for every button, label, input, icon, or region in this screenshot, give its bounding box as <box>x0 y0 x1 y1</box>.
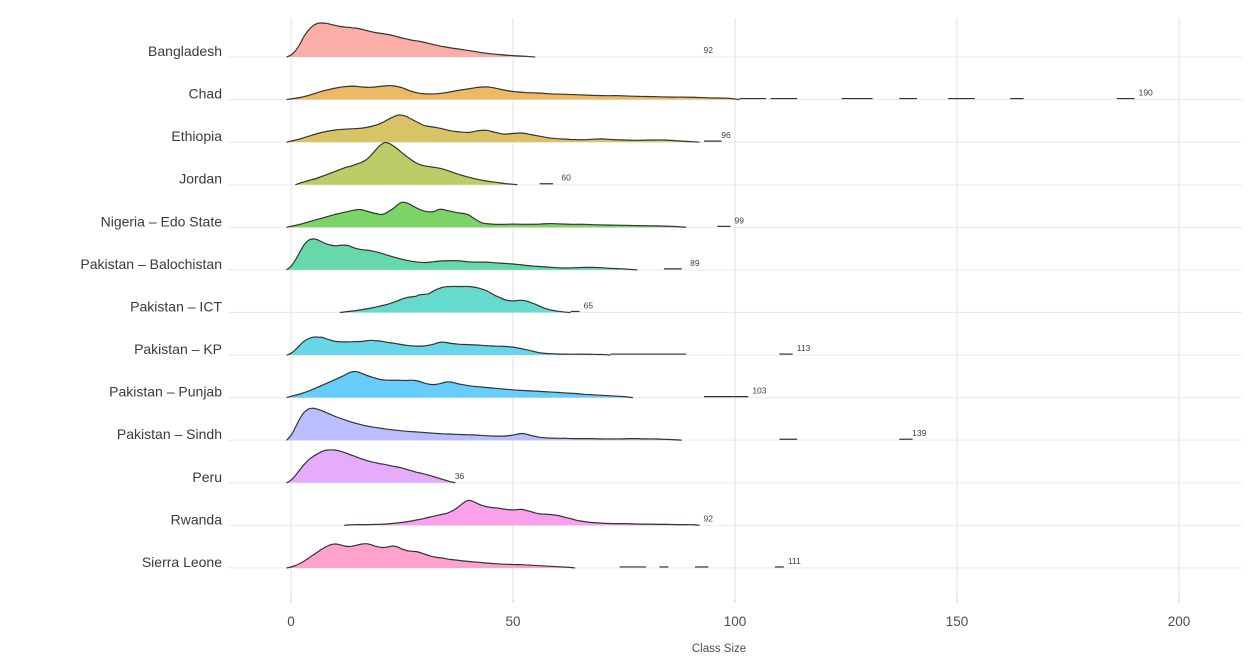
density-outline <box>286 201 687 228</box>
max-value-annotation: 103 <box>752 386 766 396</box>
density-outline <box>286 238 638 271</box>
density-area <box>286 114 700 143</box>
density-outline <box>286 114 700 143</box>
density-area <box>286 408 682 441</box>
max-value-annotation: 60 <box>561 173 571 183</box>
x-tick-label: 0 <box>287 614 295 629</box>
category-label: Ethiopia <box>171 128 222 144</box>
category-label: Nigeria – Edo State <box>101 213 223 229</box>
category-label: Pakistan – Sindh <box>117 426 222 442</box>
category-label: Sierra Leone <box>142 554 222 570</box>
category-label: Jordan <box>179 171 222 187</box>
density-outline <box>295 141 518 186</box>
density-outline <box>286 543 576 569</box>
density-outline <box>286 84 740 101</box>
max-value-annotation: 96 <box>721 130 731 140</box>
density-area <box>295 142 518 185</box>
density-outline <box>286 407 682 441</box>
max-value-annotation: 92 <box>703 45 713 55</box>
x-axis-title: Class Size <box>692 643 746 655</box>
max-value-annotation: 139 <box>912 428 926 438</box>
max-value-annotation: 36 <box>455 471 465 481</box>
category-label: Chad <box>189 86 222 102</box>
density-outline <box>286 22 536 58</box>
category-label: Pakistan – Balochistan <box>80 256 222 272</box>
category-label: Rwanda <box>171 511 223 527</box>
category-label: Pakistan – ICT <box>130 298 222 314</box>
density-area <box>286 337 611 356</box>
density-outline <box>286 449 456 484</box>
density-area <box>286 449 456 483</box>
density-area <box>286 238 638 270</box>
category-label: Pakistan – Punjab <box>109 384 222 400</box>
category-label: Bangladesh <box>148 43 222 59</box>
x-tick-label: 100 <box>724 614 747 629</box>
density-area <box>286 543 576 568</box>
max-value-annotation: 190 <box>1139 88 1153 98</box>
category-label: Pakistan – KP <box>134 341 222 357</box>
x-tick-label: 150 <box>946 614 969 629</box>
max-value-annotation: 99 <box>735 215 745 225</box>
density-area <box>286 202 687 228</box>
density-outline <box>286 336 611 356</box>
density-area <box>286 22 536 57</box>
density-outline <box>339 285 571 314</box>
max-value-annotation: 92 <box>703 513 713 523</box>
density-area <box>344 500 700 526</box>
max-value-annotation: 89 <box>690 258 700 268</box>
category-label: Peru <box>192 469 222 485</box>
max-value-annotation: 65 <box>584 300 594 310</box>
max-value-annotation: 111 <box>788 556 801 566</box>
density-area <box>339 286 571 313</box>
density-outline <box>286 370 633 399</box>
x-tick-label: 50 <box>505 614 520 629</box>
x-tick-label: 200 <box>1168 614 1191 629</box>
max-value-annotation: 113 <box>797 343 811 353</box>
density-outline <box>344 499 700 526</box>
